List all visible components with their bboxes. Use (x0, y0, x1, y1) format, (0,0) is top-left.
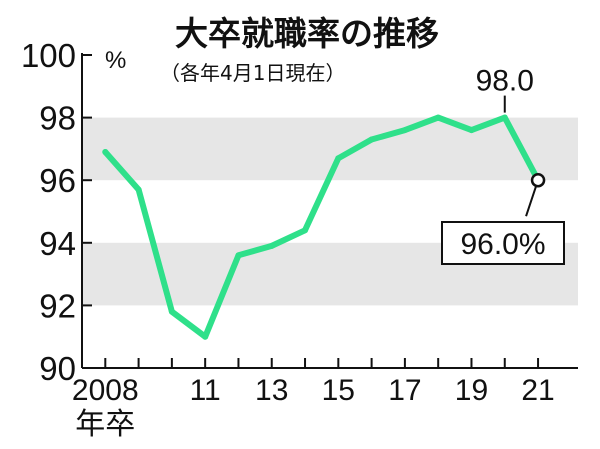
data-series (102, 114, 542, 340)
annotations: 98.0 96.0% (441, 65, 565, 265)
annotation-label: 98.0 (476, 65, 534, 98)
y-tick-label: 94 (39, 225, 76, 262)
chart-subtitle: （各年4月1日現在） (160, 61, 345, 85)
data-point (302, 227, 309, 234)
data-point (102, 149, 109, 156)
data-point (235, 252, 242, 259)
tick-labels: 90 92 94 96 98 100 2008 11 13 15 17 19 21 年卒 (21, 37, 555, 441)
chart-title: 大卒就職率の推移 (175, 14, 439, 53)
x-tick-label: 13 (255, 374, 288, 407)
x-tick-label: 15 (322, 374, 355, 407)
data-point (135, 186, 142, 193)
data-point (168, 308, 175, 315)
data-point (335, 155, 342, 162)
annotation-leader (525, 185, 538, 217)
x-tick-label: 19 (455, 374, 488, 407)
x-first-sublabel: 年卒 (75, 408, 135, 441)
y-tick-label: 96 (39, 162, 76, 199)
y-tick-label: 98 (39, 100, 76, 137)
shaded-bands (82, 117, 578, 306)
x-tick-label: 11 (190, 374, 221, 407)
y-tick-label: 90 (39, 350, 76, 387)
x-tick-label: 17 (388, 374, 421, 407)
data-point (202, 333, 209, 340)
data-point (401, 127, 408, 134)
annotation-box (441, 221, 565, 265)
y-unit-label: % (105, 47, 126, 74)
series-line (102, 114, 542, 340)
y-tick-label: 100 (21, 37, 76, 74)
data-point (468, 127, 475, 134)
y-tick-label: 92 (39, 287, 76, 324)
chart-axes (81, 53, 578, 369)
annotation-label: 96.0% (460, 228, 545, 261)
latest-point-marker (530, 172, 546, 188)
x-tick-label: 21 (521, 374, 554, 407)
x-tick-label: 2008 (72, 374, 139, 407)
data-point (501, 114, 508, 121)
data-point (435, 114, 442, 121)
data-point (368, 136, 375, 143)
data-point (268, 242, 275, 249)
